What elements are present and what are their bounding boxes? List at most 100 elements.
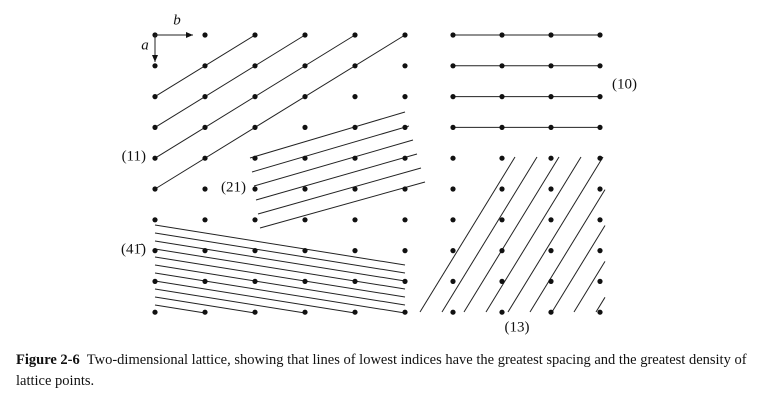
lattice-line <box>485 156 582 313</box>
lattice-point <box>597 278 603 284</box>
lattice-point <box>548 309 554 315</box>
lattice-point <box>450 217 456 223</box>
lattice-point <box>352 124 358 130</box>
lattice-point <box>252 94 258 100</box>
lattice-point <box>548 94 554 100</box>
lattice-point <box>597 32 603 38</box>
lattice-point <box>352 309 358 315</box>
lattice-point <box>152 217 158 223</box>
lattice-point <box>450 278 456 284</box>
lattice-point <box>450 248 456 254</box>
lattice-point <box>402 124 408 130</box>
lattice-point <box>548 217 554 223</box>
lattice-point <box>597 155 603 161</box>
lattice-point <box>152 63 158 69</box>
caption: Figure 2-6 Two-dimensional lattice, show… <box>16 350 768 392</box>
lattice-point <box>499 248 505 254</box>
lattice-line <box>255 153 418 201</box>
lattice-line <box>154 280 356 314</box>
lattice-line <box>154 248 406 290</box>
lattice-line <box>249 111 406 159</box>
lattice-point <box>548 63 554 69</box>
lattice-point <box>302 309 308 315</box>
caption-label: Figure 2-6 <box>16 352 80 368</box>
lattice-line <box>154 288 306 314</box>
lattice-point <box>548 124 554 130</box>
lattice-point <box>302 278 308 284</box>
lattice-point <box>152 124 158 130</box>
lattice-line <box>259 181 426 229</box>
lattice-point <box>252 124 258 130</box>
lattice-line <box>529 189 606 313</box>
lattice-point <box>402 63 408 69</box>
lattice-point <box>402 155 408 161</box>
line-label: (41̄) <box>121 241 146 257</box>
lattice-point <box>252 248 258 254</box>
lattice-line <box>154 256 406 298</box>
lattice-point <box>402 278 408 284</box>
lattice-point <box>352 217 358 223</box>
lattice-point <box>202 32 208 38</box>
lattice-point <box>499 309 505 315</box>
lattice-point <box>202 248 208 254</box>
lattice-point <box>548 248 554 254</box>
lattice-point <box>499 124 505 130</box>
line-label: (13) <box>505 319 530 335</box>
lattice-point <box>352 94 358 100</box>
lattice-point <box>402 32 408 38</box>
lattice-point <box>450 124 456 130</box>
lattice-point <box>402 94 408 100</box>
lattice-point <box>402 217 408 223</box>
lattice-line <box>419 156 516 313</box>
lattice-point <box>597 124 603 130</box>
lattice-point <box>548 278 554 284</box>
lattice-line <box>154 304 206 314</box>
lattice-point <box>252 155 258 161</box>
lattice-line <box>463 156 560 313</box>
lattice-point <box>202 63 208 69</box>
lattice-point <box>302 186 308 192</box>
lattice-point <box>499 32 505 38</box>
lattice-lines <box>154 34 606 314</box>
lattice-point <box>152 309 158 315</box>
lattice-point <box>202 278 208 284</box>
lattice-point <box>450 155 456 161</box>
lattice-line <box>551 225 606 313</box>
lattice-line <box>253 139 414 187</box>
lattice-point <box>202 155 208 161</box>
line-label: (11) <box>122 148 146 164</box>
lattice-point <box>450 186 456 192</box>
lattice-point <box>302 155 308 161</box>
lattice-line <box>154 34 406 190</box>
lattice-point <box>252 217 258 223</box>
lattice-point <box>548 155 554 161</box>
lattice-point <box>548 32 554 38</box>
lattice-point <box>152 248 158 254</box>
lattice-point <box>450 63 456 69</box>
lattice-point <box>152 186 158 192</box>
lattice-line <box>507 156 604 313</box>
lattice-point <box>450 309 456 315</box>
lattice-figure: b a (11) (21) (41̄) (10) (13) <box>121 12 637 335</box>
lattice-point <box>499 63 505 69</box>
lattice-point <box>597 94 603 100</box>
lattice-point <box>302 217 308 223</box>
lattice-point <box>450 94 456 100</box>
lattice-point <box>597 309 603 315</box>
lattice-point <box>499 278 505 284</box>
lattice-point <box>548 186 554 192</box>
lattice-line <box>257 167 422 215</box>
lattice-point <box>352 248 358 254</box>
lattice-point <box>202 124 208 130</box>
lattice-point <box>302 32 308 38</box>
lattice-line <box>154 224 406 266</box>
lattice-point <box>202 309 208 315</box>
lattice-point <box>352 186 358 192</box>
lattice-line <box>441 156 538 313</box>
lattice-point <box>152 94 158 100</box>
lattice-point <box>252 309 258 315</box>
lattice-line <box>251 125 410 173</box>
lattice-line <box>573 261 606 313</box>
lattice-point <box>152 278 158 284</box>
lattice-point <box>302 63 308 69</box>
